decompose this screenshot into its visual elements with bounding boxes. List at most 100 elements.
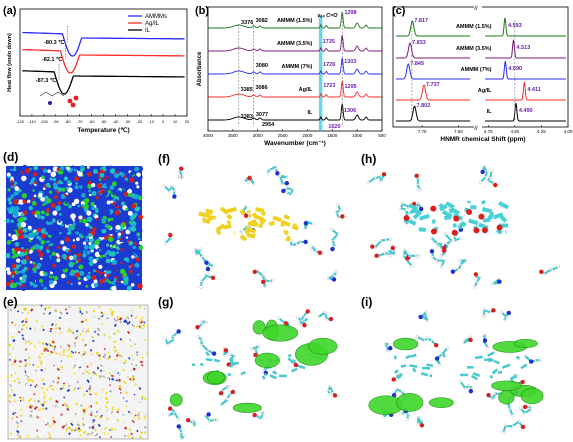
hydrogen-atom [196, 335, 200, 339]
atom [22, 199, 27, 204]
atom [50, 255, 54, 259]
atom [18, 270, 22, 274]
peak-annotation: 3383 [241, 114, 253, 120]
atom [81, 193, 86, 198]
atom [91, 218, 96, 223]
x-tick-label: 1500 [327, 133, 338, 138]
atom [40, 166, 44, 170]
filler-bond [250, 221, 259, 227]
hydrogen-atom [228, 352, 232, 356]
bond [94, 428, 97, 432]
heteroatom [303, 221, 309, 226]
heteroatom [390, 245, 395, 251]
atom [42, 281, 47, 286]
bond [39, 363, 43, 366]
bond [41, 339, 44, 342]
atom [69, 271, 74, 276]
bond [16, 310, 20, 313]
bond [114, 380, 117, 383]
bond [82, 412, 86, 415]
atom [82, 253, 87, 258]
bond [88, 328, 92, 332]
atom [31, 200, 37, 206]
hydrogen-atom [416, 422, 420, 426]
atom [33, 284, 36, 288]
hydrogen-atom [260, 409, 264, 413]
atom [42, 187, 46, 191]
bond [84, 391, 88, 395]
filler-bond [285, 235, 292, 242]
atom [65, 248, 70, 253]
heteroatom [374, 253, 379, 258]
bond [63, 396, 66, 399]
bond [93, 332, 95, 335]
bond [444, 233, 453, 242]
peak-label: 4.490 [519, 108, 533, 114]
bond [18, 365, 21, 368]
series-line [395, 62, 471, 80]
bond [33, 329, 37, 332]
heteroatom [172, 194, 177, 199]
series-line [395, 105, 471, 122]
bond [136, 407, 139, 410]
heteroatom [281, 188, 286, 194]
atom [107, 217, 112, 222]
atom [49, 190, 53, 194]
atom [111, 259, 118, 265]
atom [13, 218, 18, 223]
atom [19, 266, 23, 270]
bond [97, 333, 100, 336]
bond [16, 425, 20, 429]
filler-bond [492, 369, 497, 375]
atom [85, 235, 89, 239]
atom [68, 249, 72, 253]
atom [26, 249, 30, 253]
oxygen-atom [73, 95, 79, 101]
filler-bond [255, 207, 265, 213]
bond [119, 321, 123, 324]
atom [86, 250, 91, 255]
atom [84, 198, 90, 203]
hydrogen-atom [246, 180, 250, 184]
axis-break [474, 125, 482, 129]
heteroatom [168, 232, 173, 238]
atom [66, 166, 70, 171]
bond [102, 375, 105, 378]
atom [105, 165, 111, 170]
atom [107, 236, 114, 242]
atom [65, 186, 69, 190]
heteroatom [340, 214, 345, 219]
bond [104, 396, 109, 401]
heteroatom [418, 314, 423, 320]
bond [23, 356, 27, 360]
filler-bond [205, 208, 214, 215]
hydrogen-atom [439, 254, 443, 258]
filler-bond [448, 207, 454, 214]
bond [35, 384, 38, 387]
hydrogen-atom [405, 208, 409, 212]
atom [33, 264, 37, 269]
atom [47, 169, 51, 174]
atom [88, 193, 92, 197]
atom [45, 268, 50, 272]
bond [126, 322, 130, 325]
bond [90, 411, 94, 415]
atom [119, 244, 124, 249]
atom [39, 278, 44, 283]
filler-bond [198, 211, 207, 218]
filler-bond [418, 227, 426, 232]
band-label: νₐₛ C=O [317, 13, 338, 19]
atom [8, 208, 14, 214]
atom [60, 273, 66, 279]
atom [129, 215, 135, 221]
bond [24, 317, 28, 321]
bond [110, 374, 114, 377]
filler-bond [253, 214, 264, 222]
atom [133, 261, 136, 265]
bond [129, 336, 132, 339]
series-line [395, 20, 471, 37]
atom [133, 242, 137, 246]
hydrogen-atom [330, 228, 334, 232]
atom [51, 251, 56, 256]
bond [79, 434, 82, 437]
